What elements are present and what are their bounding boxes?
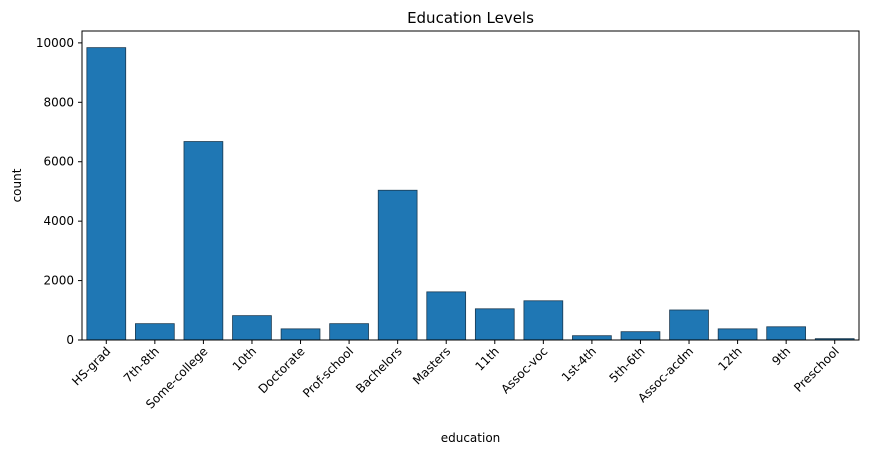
x-tick-label: 1st-4th: [559, 344, 599, 384]
x-tick-label: HS-grad: [69, 344, 113, 388]
bar-7th-8th: [135, 323, 175, 341]
y-axis-ticks: 0 2000 4000 6000 8000 10000: [36, 36, 82, 347]
x-tick-label: 10th: [230, 344, 259, 373]
y-tick-label: 6000: [43, 155, 74, 169]
bar-1st-4th: [572, 335, 612, 341]
bar-assoc-voc: [523, 300, 564, 341]
x-tick-label: 9th: [769, 344, 793, 368]
x-tick-label: Masters: [410, 344, 453, 387]
chart-title: Education Levels: [407, 9, 534, 27]
y-tick-label: 2000: [43, 274, 74, 288]
y-tick-label: 8000: [43, 95, 74, 109]
x-tick-label: 5th-6th: [606, 344, 647, 385]
x-tick-label: Bachelors: [353, 344, 405, 396]
y-tick-label: 10000: [36, 36, 74, 50]
y-tick-label: 0: [66, 333, 74, 347]
x-tick-label: Prof-school: [300, 344, 356, 400]
bar-11th: [474, 308, 515, 341]
bar-hs-grad: [86, 47, 127, 341]
bars-group: [86, 47, 855, 341]
plot-frame: [81, 30, 860, 341]
bar-prof-school: [329, 323, 369, 341]
bar-9th: [766, 326, 806, 341]
x-tick-label: Doctorate: [256, 344, 308, 396]
y-tick-label: 4000: [43, 214, 74, 228]
bar-masters: [426, 291, 467, 341]
bar-doctorate: [280, 328, 321, 341]
x-tick-label: 11th: [472, 344, 501, 373]
x-axis-title: education: [441, 431, 501, 445]
bar-some-college: [183, 141, 224, 341]
y-axis-title: count: [10, 168, 24, 202]
x-tick-label: 7th-8th: [121, 344, 162, 385]
bar-10th: [232, 315, 272, 341]
bar-assoc-acdm: [669, 309, 709, 341]
x-tick-label: Preschool: [791, 344, 842, 395]
bar-12th: [717, 328, 758, 341]
x-tick-label: 12th: [715, 344, 744, 373]
x-tick-label: Assoc-voc: [498, 344, 550, 396]
bar-bachelors: [377, 189, 418, 341]
bar-5th-6th: [620, 331, 661, 341]
